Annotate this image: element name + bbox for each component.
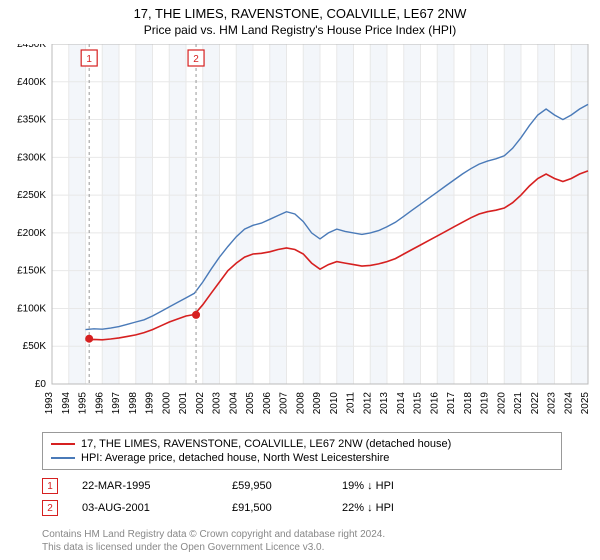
svg-text:2023: 2023: [547, 392, 558, 415]
svg-text:2024: 2024: [563, 392, 574, 415]
svg-text:1998: 1998: [128, 392, 139, 415]
svg-text:2021: 2021: [513, 392, 524, 415]
svg-text:2004: 2004: [228, 392, 239, 415]
sale-date: 03-AUG-2001: [82, 502, 232, 514]
svg-text:£400K: £400K: [17, 77, 46, 88]
svg-text:2002: 2002: [195, 392, 206, 415]
svg-text:1999: 1999: [145, 392, 156, 415]
sale-marker-badge: 1: [42, 478, 58, 494]
sale-row: 1 22-MAR-1995 £59,950 19% ↓ HPI: [42, 478, 562, 494]
footer: Contains HM Land Registry data © Crown c…: [42, 528, 385, 554]
svg-text:£350K: £350K: [17, 115, 46, 126]
sale-date: 22-MAR-1995: [82, 480, 232, 492]
svg-text:1: 1: [86, 54, 92, 65]
svg-text:2006: 2006: [262, 392, 273, 415]
svg-text:2017: 2017: [446, 392, 457, 415]
svg-text:£250K: £250K: [17, 190, 46, 201]
svg-text:2005: 2005: [245, 392, 256, 415]
sale-price: £91,500: [232, 502, 342, 514]
svg-text:2019: 2019: [480, 392, 491, 415]
svg-text:2007: 2007: [279, 392, 290, 415]
svg-text:2: 2: [193, 54, 199, 65]
legend-label: HPI: Average price, detached house, Nort…: [81, 452, 389, 464]
svg-text:2018: 2018: [463, 392, 474, 415]
page-title: 17, THE LIMES, RAVENSTONE, COALVILLE, LE…: [0, 0, 600, 21]
sale-row: 2 03-AUG-2001 £91,500 22% ↓ HPI: [42, 500, 562, 516]
page-subtitle: Price paid vs. HM Land Registry's House …: [0, 21, 600, 37]
svg-text:2020: 2020: [496, 392, 507, 415]
svg-text:2013: 2013: [379, 392, 390, 415]
footer-line: Contains HM Land Registry data © Crown c…: [42, 528, 385, 541]
svg-text:1994: 1994: [61, 392, 72, 415]
svg-text:1996: 1996: [94, 392, 105, 415]
svg-text:£50K: £50K: [23, 341, 47, 352]
legend: 17, THE LIMES, RAVENSTONE, COALVILLE, LE…: [42, 432, 562, 470]
legend-item: HPI: Average price, detached house, Nort…: [51, 451, 553, 465]
svg-text:1995: 1995: [78, 392, 89, 415]
svg-text:£150K: £150K: [17, 266, 46, 277]
legend-swatch: [51, 443, 75, 445]
sale-price: £59,950: [232, 480, 342, 492]
legend-label: 17, THE LIMES, RAVENSTONE, COALVILLE, LE…: [81, 438, 451, 450]
footer-line: This data is licensed under the Open Gov…: [42, 541, 385, 554]
svg-text:1993: 1993: [44, 392, 55, 415]
svg-text:1997: 1997: [111, 392, 122, 415]
svg-text:2015: 2015: [413, 392, 424, 415]
svg-text:2009: 2009: [312, 392, 323, 415]
sale-marker-badge: 2: [42, 500, 58, 516]
svg-text:£100K: £100K: [17, 303, 46, 314]
legend-swatch: [51, 457, 75, 459]
svg-text:2014: 2014: [396, 392, 407, 415]
svg-text:2008: 2008: [295, 392, 306, 415]
svg-text:2011: 2011: [346, 392, 357, 414]
svg-text:£300K: £300K: [17, 152, 46, 163]
svg-text:2016: 2016: [429, 392, 440, 415]
sale-pct: 19% ↓ HPI: [342, 480, 462, 492]
svg-text:2025: 2025: [580, 392, 591, 415]
svg-text:2001: 2001: [178, 392, 189, 415]
svg-text:£450K: £450K: [17, 44, 46, 50]
svg-text:2022: 2022: [530, 392, 541, 415]
svg-text:£0: £0: [35, 379, 47, 390]
sale-pct: 22% ↓ HPI: [342, 502, 462, 514]
svg-text:£200K: £200K: [17, 228, 46, 239]
svg-text:2012: 2012: [362, 392, 373, 415]
svg-text:2000: 2000: [161, 392, 172, 415]
price-chart: £0 £50K £100K £150K £200K £250K £300K £350K £400…: [0, 44, 600, 424]
svg-text:2010: 2010: [329, 392, 340, 415]
svg-text:2003: 2003: [212, 392, 223, 415]
legend-item: 17, THE LIMES, RAVENSTONE, COALVILLE, LE…: [51, 437, 553, 451]
